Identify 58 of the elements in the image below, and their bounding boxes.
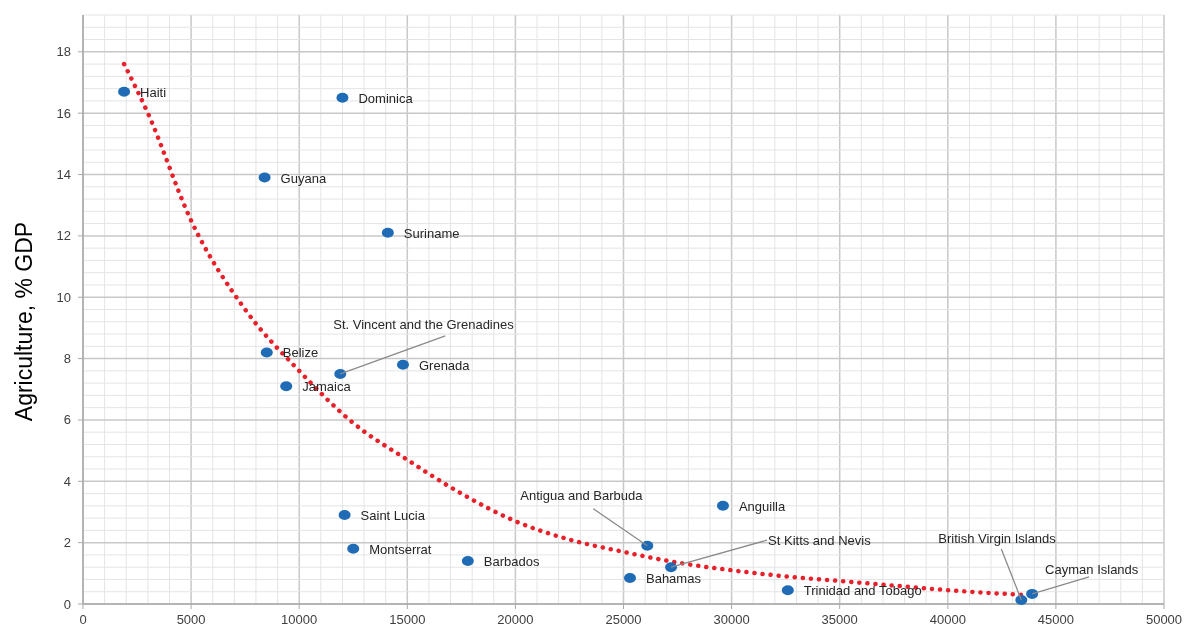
annotation: Suriname (403, 225, 460, 241)
annotation: Anguilla (738, 498, 786, 514)
annotation: Guyana (280, 170, 327, 186)
x-tick-label: 25000 (605, 612, 642, 627)
x-tick-label: 35000 (821, 612, 858, 627)
annotation: British Virgin Islands (938, 531, 1057, 547)
point (396, 359, 409, 370)
point (381, 227, 394, 238)
point (1026, 588, 1039, 599)
annotation: Trinidad and Tobago (803, 583, 922, 599)
point (258, 172, 271, 183)
annotation: Jamaica (302, 379, 352, 395)
point (338, 510, 351, 521)
y-tick-label: 16 (56, 105, 71, 121)
y-tick-label: 18 (56, 44, 71, 60)
annotation: Bahamas (645, 570, 702, 586)
annotation: St. Vincent and the Grenadines (333, 316, 515, 332)
y-tick-label: 8 (63, 351, 71, 367)
point (260, 347, 273, 358)
point (280, 381, 293, 392)
x-tick-label: 0 (79, 612, 87, 627)
annotation: Cayman Islands (1045, 561, 1139, 577)
x-tick-label: 15000 (389, 612, 426, 627)
x-tick-label: 30000 (713, 612, 750, 627)
y-tick-label: 14 (56, 167, 71, 183)
x-tick-label: 20000 (497, 612, 534, 627)
point (347, 543, 360, 554)
y-axis-title: Agriculture, % GDP (11, 221, 37, 422)
point (781, 585, 794, 596)
annotation: St Kitts and Nevis (768, 533, 872, 549)
x-tick-label: 45000 (1037, 612, 1074, 627)
y-tick-label: 12 (56, 228, 71, 244)
x-tick-label: 40000 (929, 612, 966, 627)
annotation: Dominica (358, 90, 414, 106)
point (118, 86, 131, 97)
x-tick-label: 10000 (281, 612, 318, 627)
point (461, 556, 474, 567)
y-tick-label: 10 (56, 289, 71, 305)
annotation: Montserrat (369, 541, 432, 557)
point (641, 540, 654, 551)
annotation: Haiti (140, 84, 167, 100)
y-tick-label: 2 (63, 535, 71, 551)
x-tick-label: 50000 (1145, 612, 1183, 627)
y-tick-label: 4 (63, 473, 71, 489)
point (716, 500, 729, 511)
annotation: Belize (282, 345, 319, 361)
y-tick-label: 0 (63, 596, 71, 612)
annotation: Barbados (483, 554, 540, 570)
point (1015, 595, 1028, 606)
annotation: Grenada (418, 357, 471, 373)
x-tick-label: 5000 (176, 612, 206, 627)
point (665, 562, 678, 573)
annotation: Saint Lucia (360, 508, 426, 524)
point (336, 92, 349, 103)
point (334, 368, 347, 379)
y-tick-label: 6 (63, 412, 71, 428)
annotation: Antigua and Barbuda (520, 487, 644, 503)
point (623, 572, 636, 583)
